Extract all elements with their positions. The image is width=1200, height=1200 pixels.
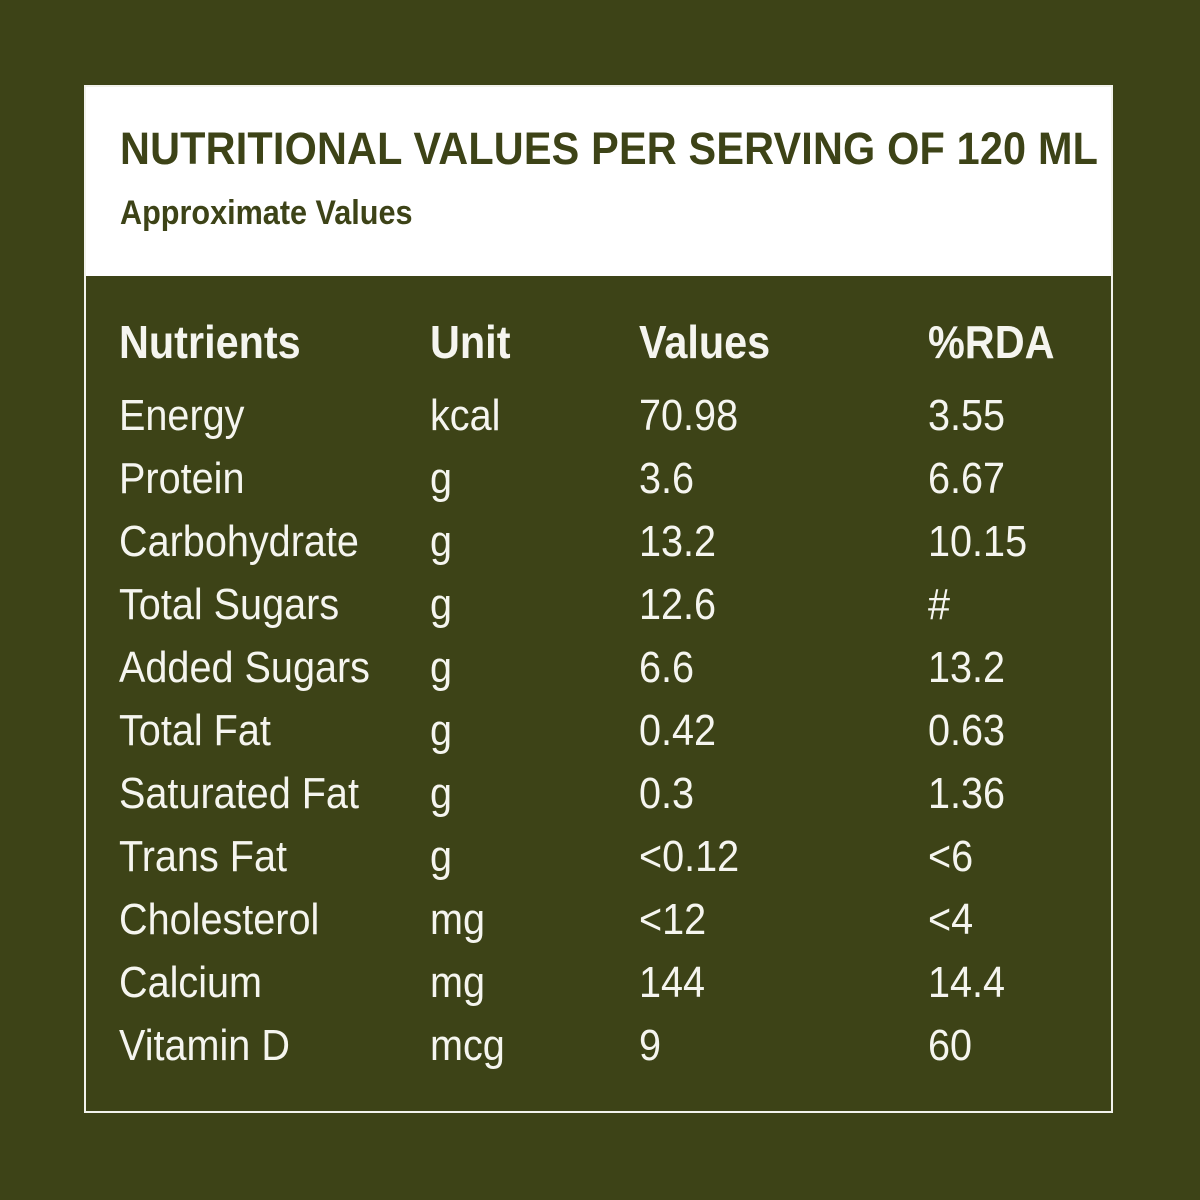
- nutrient-name: Carbohydrate: [119, 517, 359, 566]
- nutrient-name: Cholesterol: [119, 895, 320, 944]
- table-row: Total Fat g 0.42 0.63: [86, 699, 1111, 762]
- nutrient-unit: mg: [430, 895, 486, 944]
- nutrient-value: 13.2: [639, 517, 717, 566]
- nutrient-value: 144: [639, 958, 706, 1007]
- nutrient-name: Trans Fat: [119, 832, 287, 881]
- nutrient-name: Total Fat: [119, 706, 271, 755]
- table-row: Calcium mg 144 14.4: [86, 951, 1111, 1014]
- table-header-row: Nutrients Unit Values %RDA: [86, 311, 1111, 374]
- nutrient-unit: mcg: [430, 1021, 505, 1070]
- nutrient-value: <12: [639, 895, 707, 944]
- table-row: Added Sugars g 6.6 13.2: [86, 636, 1111, 699]
- nutrient-value: 12.6: [639, 580, 717, 629]
- nutrition-panel: NUTRITIONAL VALUES PER SERVING OF 120 ML…: [84, 85, 1113, 1113]
- table-row: Total Sugars g 12.6 #: [86, 573, 1111, 636]
- table-row: Vitamin D mcg 9 60: [86, 1014, 1111, 1077]
- nutrient-unit: g: [430, 769, 453, 818]
- nutrient-value: 0.42: [639, 706, 717, 755]
- nutrition-table: Nutrients Unit Values %RDA Energy kcal 7…: [86, 87, 1111, 1111]
- nutrient-unit: g: [430, 706, 453, 755]
- nutrient-value: 9: [639, 1021, 662, 1070]
- nutrient-name: Added Sugars: [119, 643, 370, 692]
- nutrient-rda: 1.36: [928, 769, 1006, 818]
- nutrient-rda: #: [928, 580, 951, 629]
- nutrient-rda: 60: [928, 1021, 973, 1070]
- page-title: NUTRITIONAL VALUES PER SERVING OF 120 ML: [120, 123, 1099, 174]
- nutrient-unit: kcal: [430, 391, 501, 440]
- nutrient-unit: g: [430, 832, 453, 881]
- nutrient-unit: g: [430, 580, 453, 629]
- table-row: Saturated Fat g 0.3 1.36: [86, 762, 1111, 825]
- column-header-rda: %RDA: [928, 316, 1055, 368]
- nutrient-value: 3.6: [639, 454, 695, 503]
- table-row: Protein g 3.6 6.67: [86, 447, 1111, 510]
- nutrient-name: Protein: [119, 454, 245, 503]
- nutrient-name: Calcium: [119, 958, 263, 1007]
- nutrient-rda: 0.63: [928, 706, 1006, 755]
- nutrient-name: Vitamin D: [119, 1021, 290, 1070]
- column-header-unit: Unit: [430, 316, 511, 368]
- nutrient-name: Total Sugars: [119, 580, 340, 629]
- nutrient-rda: 10.15: [928, 517, 1028, 566]
- table-row: Energy kcal 70.98 3.55: [86, 384, 1111, 447]
- nutrient-name: Saturated Fat: [119, 769, 359, 818]
- nutrient-rda: <6: [928, 832, 974, 881]
- nutrient-rda: 3.55: [928, 391, 1006, 440]
- nutrient-value: 70.98: [639, 391, 739, 440]
- nutrient-rda: 13.2: [928, 643, 1006, 692]
- column-header-nutrients: Nutrients: [119, 316, 301, 368]
- nutrient-value: <0.12: [639, 832, 740, 881]
- panel-header: NUTRITIONAL VALUES PER SERVING OF 120 ML…: [86, 87, 1111, 276]
- table-row: Cholesterol mg <12 <4: [86, 888, 1111, 951]
- column-header-values: Values: [639, 316, 771, 368]
- nutrient-unit: g: [430, 517, 453, 566]
- table-row: Carbohydrate g 13.2 10.15: [86, 510, 1111, 573]
- nutrient-value: 6.6: [639, 643, 695, 692]
- nutrient-unit: g: [430, 454, 453, 503]
- nutrient-rda: 14.4: [928, 958, 1006, 1007]
- nutrient-rda: <4: [928, 895, 974, 944]
- nutrient-unit: g: [430, 643, 453, 692]
- nutrient-unit: mg: [430, 958, 486, 1007]
- nutrient-value: 0.3: [639, 769, 695, 818]
- table-row: Trans Fat g <0.12 <6: [86, 825, 1111, 888]
- nutrient-rda: 6.67: [928, 454, 1006, 503]
- page-subtitle: Approximate Values: [120, 194, 413, 232]
- nutrient-name: Energy: [119, 391, 245, 440]
